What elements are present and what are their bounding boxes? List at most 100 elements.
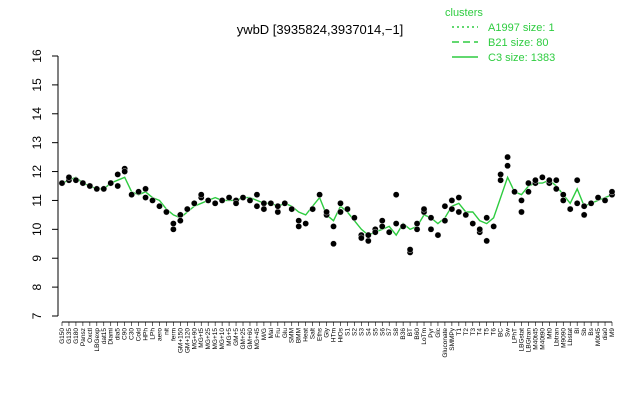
data-point <box>288 205 296 213</box>
x-tick-label: LPhT <box>512 328 519 344</box>
y-tick-label: 15 <box>30 78 44 92</box>
data-point <box>378 223 386 230</box>
x-tick-label: G150 <box>59 328 66 344</box>
x-tick-label: Gluconate <box>442 328 449 358</box>
x-tick-label: HPh <box>143 328 150 341</box>
data-point <box>135 188 142 196</box>
data-point <box>406 246 414 253</box>
x-tick-label: Oxctl <box>87 327 94 342</box>
x-tick-label: Lbtran <box>553 328 560 347</box>
x-tick-label: Eths <box>317 327 324 341</box>
x-tick-label: M40t45 <box>532 328 539 350</box>
data-point <box>121 168 128 175</box>
data-point <box>559 191 567 198</box>
data-point <box>86 182 94 190</box>
x-tick-label: T1 <box>456 328 463 336</box>
x-tick-label: C90 <box>122 328 129 340</box>
x-tick-label: MG+90 <box>191 328 198 350</box>
x-tick-label: S5 <box>372 328 379 336</box>
x-tick-label: nit <box>163 328 170 335</box>
data-point <box>434 231 442 239</box>
x-tick-label: M9090 <box>560 328 567 348</box>
x-tick-label: S4 <box>365 328 372 336</box>
data-point <box>163 208 170 216</box>
data-point <box>274 208 282 216</box>
data-point <box>365 237 372 245</box>
x-tick-label: Glu <box>282 328 289 339</box>
x-tick-label: T5 <box>484 328 491 336</box>
y-axis: 7 8 9 10 11 12 13 14 15 16 <box>30 49 58 319</box>
x-tick-label: Gly <box>324 327 331 338</box>
x-tick-label: Diami <box>108 328 115 345</box>
x-tick-label: HiOs <box>337 327 344 342</box>
x-tick-label: MG+45 <box>254 328 261 350</box>
data-point <box>392 191 400 198</box>
x-tick-label: Bs <box>588 327 595 335</box>
x-tick-label: S1 <box>344 328 351 336</box>
data-point <box>79 179 87 187</box>
x-tick-label: G180 <box>73 328 80 344</box>
legend-label: A1997 size: 1 <box>488 22 555 34</box>
x-tick-label: C30 <box>129 328 136 340</box>
x-tick-label: T4 <box>477 328 484 336</box>
data-point <box>197 191 205 198</box>
y-tick-label: 13 <box>30 136 44 150</box>
x-tick-label: S7 <box>386 328 393 336</box>
data-point <box>260 200 268 207</box>
data-point <box>413 220 421 227</box>
data-point <box>469 220 477 227</box>
data-point <box>114 171 121 178</box>
data-point <box>323 208 330 216</box>
data-point <box>573 200 581 207</box>
x-tick-label: M0t45 <box>595 328 602 346</box>
data-point <box>594 194 602 201</box>
data-point <box>344 205 351 213</box>
data-point <box>413 226 421 233</box>
data-point <box>274 202 282 210</box>
data-point <box>420 205 428 213</box>
data-point <box>316 191 323 198</box>
data-point <box>371 228 379 236</box>
data-point <box>358 234 365 242</box>
x-tick-label: LoTm <box>421 328 428 345</box>
data-point <box>149 197 156 204</box>
data-point <box>58 179 66 187</box>
data-point <box>225 194 233 201</box>
data-point <box>114 182 121 190</box>
data-point <box>580 202 588 210</box>
x-tick-label: S8 <box>393 328 400 336</box>
data-point <box>267 200 275 207</box>
data-point <box>177 211 184 219</box>
x-tick-label: B60 <box>414 328 421 340</box>
y-tick-label: 14 <box>30 107 44 121</box>
data-point <box>539 174 546 181</box>
data-point <box>365 231 372 239</box>
data-point <box>559 197 567 204</box>
data-point <box>392 220 400 227</box>
data-point <box>309 205 316 213</box>
x-tick-label: dat15 <box>101 328 108 345</box>
data-point <box>504 162 511 170</box>
x-tick-label: Bl <box>574 327 581 333</box>
data-point <box>330 240 337 248</box>
data-point <box>504 153 511 161</box>
x-tick-label: T6 <box>491 328 498 336</box>
x-tick-label: MG+t5 <box>198 328 205 348</box>
data-point <box>441 217 449 224</box>
x-tick-label: Mal <box>268 327 275 338</box>
data-point <box>184 205 191 213</box>
x-tick-label: S3 <box>358 328 365 336</box>
data-point <box>448 197 456 204</box>
data-point <box>295 217 303 224</box>
data-point <box>302 220 309 227</box>
data-point <box>553 176 560 184</box>
y-tick-label: 9 <box>30 255 44 262</box>
x-tick-label: aero <box>156 328 163 341</box>
data-point <box>281 200 289 207</box>
data-point <box>142 194 149 201</box>
x-tick-label: ferm <box>170 328 177 341</box>
data-point <box>170 226 177 233</box>
x-tick-label: Pansz <box>80 328 87 346</box>
data-point <box>427 226 435 233</box>
